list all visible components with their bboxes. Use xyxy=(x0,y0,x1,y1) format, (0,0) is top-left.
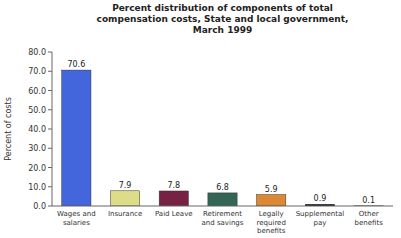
x-tick-label-line: benefits xyxy=(354,219,383,227)
x-tick-label-line: Paid Leave xyxy=(155,210,193,218)
x-tick-label: Supplementalpay xyxy=(296,210,345,227)
y-tick-label: 20.0 xyxy=(28,164,46,173)
data-label: 0.9 xyxy=(314,194,327,203)
y-tick xyxy=(48,167,52,168)
x-tick-label-line: required xyxy=(257,219,286,227)
x-tick-label-line: benefits xyxy=(257,227,286,235)
data-label: 6.8 xyxy=(216,183,229,192)
bar xyxy=(159,191,188,206)
bar xyxy=(208,193,237,206)
y-tick-label: 40.0 xyxy=(28,125,46,134)
x-tick-label: Insurance xyxy=(108,210,142,218)
data-label: 70.6 xyxy=(67,60,85,69)
y-tick xyxy=(48,148,52,149)
x-tick-label-line: Insurance xyxy=(108,210,142,218)
bar xyxy=(110,191,139,206)
x-tick-label: Retirementand savings xyxy=(202,210,244,227)
x-tick-label-line: Retirement xyxy=(203,210,242,218)
y-tick xyxy=(48,186,52,187)
x-tick-label-line: Wages and xyxy=(57,210,96,218)
y-tick xyxy=(48,206,52,207)
y-tick xyxy=(48,71,52,72)
y-tick-label: 50.0 xyxy=(28,106,46,115)
x-tick-label-line: and savings xyxy=(202,219,244,227)
y-tick-label: 80.0 xyxy=(28,48,46,57)
data-label: 5.9 xyxy=(265,185,278,194)
y-axis: 0.0 10.0 20.0 30.0 40.0 50.0 60.0 70.0 80.0 xyxy=(28,48,52,211)
chart: Percent distribution of components of to… xyxy=(0,0,401,238)
y-axis-line xyxy=(52,52,53,206)
y-tick-label: 70.0 xyxy=(28,67,46,76)
bar xyxy=(62,70,91,206)
title: Percent distribution of components of to… xyxy=(97,3,349,35)
y-axis-label: Percent of costs xyxy=(4,97,13,161)
x-tick-label-line: salaries xyxy=(63,219,90,227)
title-line: Percent distribution of components of to… xyxy=(112,3,333,13)
title-line: March 1999 xyxy=(193,25,252,35)
y-tick xyxy=(48,109,52,110)
bars xyxy=(62,70,384,206)
data-label: 7.8 xyxy=(167,181,180,190)
x-tick-label: Paid Leave xyxy=(155,210,193,218)
x-tick-label: Wages andsalaries xyxy=(57,210,96,227)
y-tick xyxy=(48,52,52,53)
data-label: 0.1 xyxy=(362,196,375,205)
bar xyxy=(257,195,286,206)
x-axis-line xyxy=(52,206,393,207)
y-tick xyxy=(48,129,52,130)
x-tick-label-line: Legally xyxy=(259,210,284,218)
x-axis: Wages andsalaries Insurance Paid Leave Reti… xyxy=(52,206,393,235)
y-tick-label: 30.0 xyxy=(28,144,46,153)
x-tick-label-line: Other xyxy=(359,210,379,218)
data-label: 7.9 xyxy=(119,181,132,190)
x-tick-label-line: pay xyxy=(313,219,326,227)
y-tick-label: 60.0 xyxy=(28,87,46,96)
x-tick-label: Otherbenefits xyxy=(354,210,383,227)
x-tick-label: Legallyrequiredbenefits xyxy=(257,210,286,235)
y-tick-label: 0.0 xyxy=(33,202,46,211)
y-tick xyxy=(48,90,52,91)
x-tick-label-line: Supplemental xyxy=(296,210,345,218)
y-tick-label: 10.0 xyxy=(28,183,46,192)
data-labels: 70.6 7.9 7.8 6.8 5.9 0.9 0.1 xyxy=(67,60,375,205)
title-line: compensation costs, State and local gove… xyxy=(97,14,349,24)
